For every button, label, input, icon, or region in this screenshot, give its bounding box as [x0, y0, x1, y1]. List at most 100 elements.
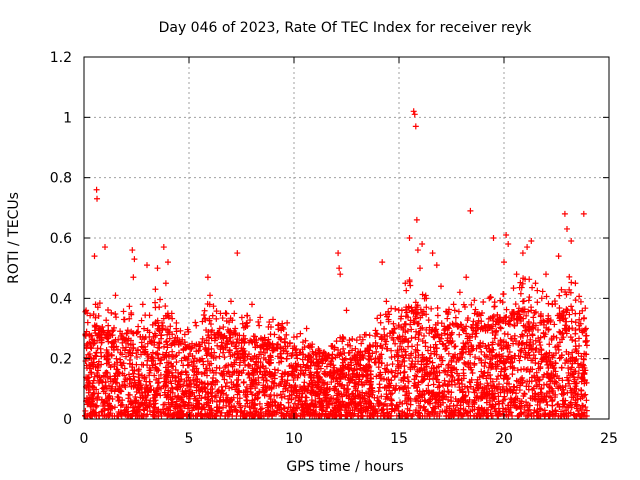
data-point: [211, 332, 218, 339]
data-point: [112, 292, 119, 299]
data-point: [572, 330, 579, 337]
data-point: [451, 307, 458, 314]
data-point: [501, 259, 507, 266]
data-point: [562, 288, 569, 295]
data-point: [524, 244, 531, 251]
y-tick-label: 0.4: [50, 291, 72, 307]
data-point: [408, 360, 415, 367]
data-point: [566, 273, 573, 280]
data-point: [172, 334, 179, 341]
data-point: [491, 299, 498, 306]
data-point: [530, 314, 537, 321]
data-point: [483, 406, 490, 413]
data-point: [383, 298, 390, 305]
data-point: [444, 315, 451, 322]
data-point: [487, 356, 494, 363]
data-point: [101, 386, 108, 393]
data-point: [290, 334, 297, 341]
data-point: [412, 372, 419, 379]
data-point: [157, 296, 164, 303]
data-point: [434, 305, 441, 312]
data-point: [394, 357, 401, 364]
data-point: [204, 274, 211, 281]
data-point: [133, 397, 140, 404]
data-point: [481, 351, 488, 358]
data-point: [538, 346, 545, 353]
data-point: [107, 364, 114, 371]
data-point: [532, 280, 539, 287]
data-point: [373, 330, 380, 337]
data-point: [125, 391, 132, 398]
data-point: [374, 315, 381, 322]
data-point: [580, 210, 587, 217]
data-point: [120, 308, 127, 315]
data-point: [84, 319, 91, 326]
data-point: [163, 338, 170, 345]
data-point: [425, 317, 432, 324]
data-point: [520, 306, 527, 313]
data-point: [381, 325, 388, 332]
data-point: [388, 354, 395, 361]
data-point: [216, 365, 223, 372]
data-point: [126, 303, 133, 310]
data-point: [152, 286, 159, 293]
data-point: [146, 312, 153, 319]
data-point: [122, 411, 129, 418]
data-point: [383, 338, 390, 345]
y-axis-label: ROTI / TECUs: [6, 192, 22, 284]
data-point: [555, 253, 562, 260]
y-tick-label: 1.2: [50, 50, 72, 66]
data-point: [173, 359, 180, 366]
data-point: [346, 337, 353, 344]
data-point: [526, 276, 533, 283]
data-point: [517, 290, 524, 297]
data-point: [228, 384, 235, 391]
data-point: [335, 250, 342, 257]
data-point: [97, 345, 104, 352]
data-point: [388, 368, 395, 375]
data-point: [162, 280, 169, 287]
data-point: [172, 366, 179, 373]
data-point: [461, 410, 468, 417]
data-point: [111, 361, 118, 368]
data-point: [545, 300, 552, 307]
data-point: [135, 323, 142, 330]
data-point: [523, 383, 530, 390]
data-point: [218, 383, 225, 390]
data-point: [521, 354, 528, 361]
data-point: [537, 342, 544, 349]
data-point: [504, 331, 511, 338]
data-point: [256, 322, 263, 329]
data-point: [543, 293, 550, 300]
data-point: [491, 335, 498, 342]
data-point: [438, 283, 444, 290]
data-point: [408, 335, 415, 342]
data-point: [156, 304, 163, 311]
data-point: [534, 287, 541, 294]
x-tick-label: 5: [185, 431, 194, 447]
data-point: [477, 381, 484, 388]
data-point: [123, 353, 130, 360]
data-point: [154, 265, 161, 272]
data-point: [133, 329, 140, 336]
data-point: [577, 298, 584, 305]
data-point: [414, 341, 421, 348]
data-point: [113, 314, 120, 321]
x-tick-label: 25: [600, 431, 618, 447]
data-point: [115, 394, 122, 401]
data-point: [420, 364, 427, 371]
data-point: [536, 339, 543, 346]
data-point: [376, 384, 383, 391]
x-tick-label: 20: [495, 431, 513, 447]
data-point: [139, 301, 146, 308]
data-point: [121, 365, 128, 372]
data-point: [534, 299, 541, 306]
data-point: [234, 250, 241, 257]
data-point: [469, 370, 476, 377]
data-point: [116, 383, 123, 390]
data-point: [94, 345, 101, 352]
data-point: [161, 401, 168, 408]
data-point: [124, 327, 131, 334]
y-tick-label: 0.8: [50, 171, 72, 187]
data-point: [489, 346, 496, 353]
